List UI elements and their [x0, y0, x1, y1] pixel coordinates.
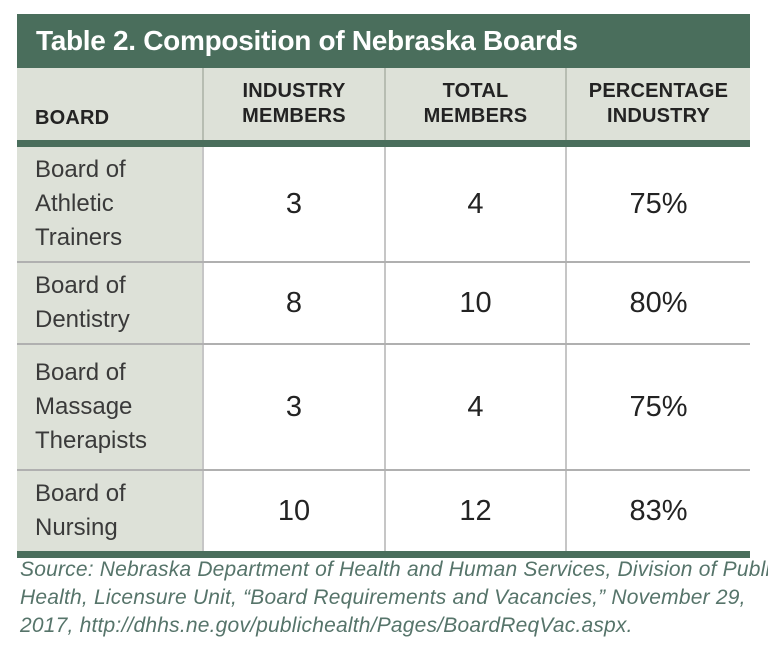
source-citation-line: Health, Licensure Unit, “Board Requireme…: [20, 586, 746, 609]
column-header-total-members: TOTAL MEMBERS: [384, 68, 565, 140]
industry-members-cell: 8: [202, 263, 384, 343]
total-members-cell: 4: [384, 345, 565, 469]
total-members-cell: 4: [384, 147, 565, 261]
table-title-bar: Table 2. Composition of Nebraska Boards: [17, 14, 750, 68]
percentage-industry-cell: 75%: [565, 345, 750, 469]
header-divider-strip: [17, 140, 750, 147]
board-name-cell: Board of Athletic Trainers: [17, 147, 202, 261]
industry-members-cell: 10: [202, 471, 384, 551]
source-citation-line: 2017, http://dhhs.ne.gov/publichealth/Pa…: [20, 614, 633, 637]
percentage-industry-cell: 75%: [565, 147, 750, 261]
percentage-industry-cell: 80%: [565, 263, 750, 343]
column-header-percentage-industry: PERCENTAGE INDUSTRY: [565, 68, 750, 140]
source-citation-line: Source: Nebraska Department of Health an…: [20, 558, 768, 581]
table-row: Board of Nursing 10 12 83%: [17, 469, 750, 551]
total-members-cell: 12: [384, 471, 565, 551]
table-row: Board of Athletic Trainers 3 4 75%: [17, 147, 750, 261]
percentage-industry-cell: 83%: [565, 471, 750, 551]
nebraska-boards-table: Table 2. Composition of Nebraska Boards …: [17, 14, 750, 558]
board-name-cell: Board of Dentistry: [17, 263, 202, 343]
column-header-board: BOARD: [35, 107, 110, 129]
total-members-cell: 10: [384, 263, 565, 343]
industry-members-cell: 3: [202, 345, 384, 469]
table-title: Table 2. Composition of Nebraska Boards: [36, 25, 578, 56]
table-row: Board of Dentistry 8 10 80%: [17, 261, 750, 343]
table-bottom-strip: [17, 551, 750, 558]
table-header-row: BOARD INDUSTRY MEMBERS TOTAL MEMBERS PER…: [17, 68, 750, 140]
column-header-industry-members: INDUSTRY MEMBERS: [202, 68, 384, 140]
industry-members-cell: 3: [202, 147, 384, 261]
board-name-cell: Board of Nursing: [17, 471, 202, 551]
source-citation: Source: Nebraska Department of Health an…: [20, 556, 768, 640]
board-name-cell: Board of Massage Therapists: [17, 345, 202, 469]
table-row: Board of Massage Therapists 3 4 75%: [17, 343, 750, 469]
